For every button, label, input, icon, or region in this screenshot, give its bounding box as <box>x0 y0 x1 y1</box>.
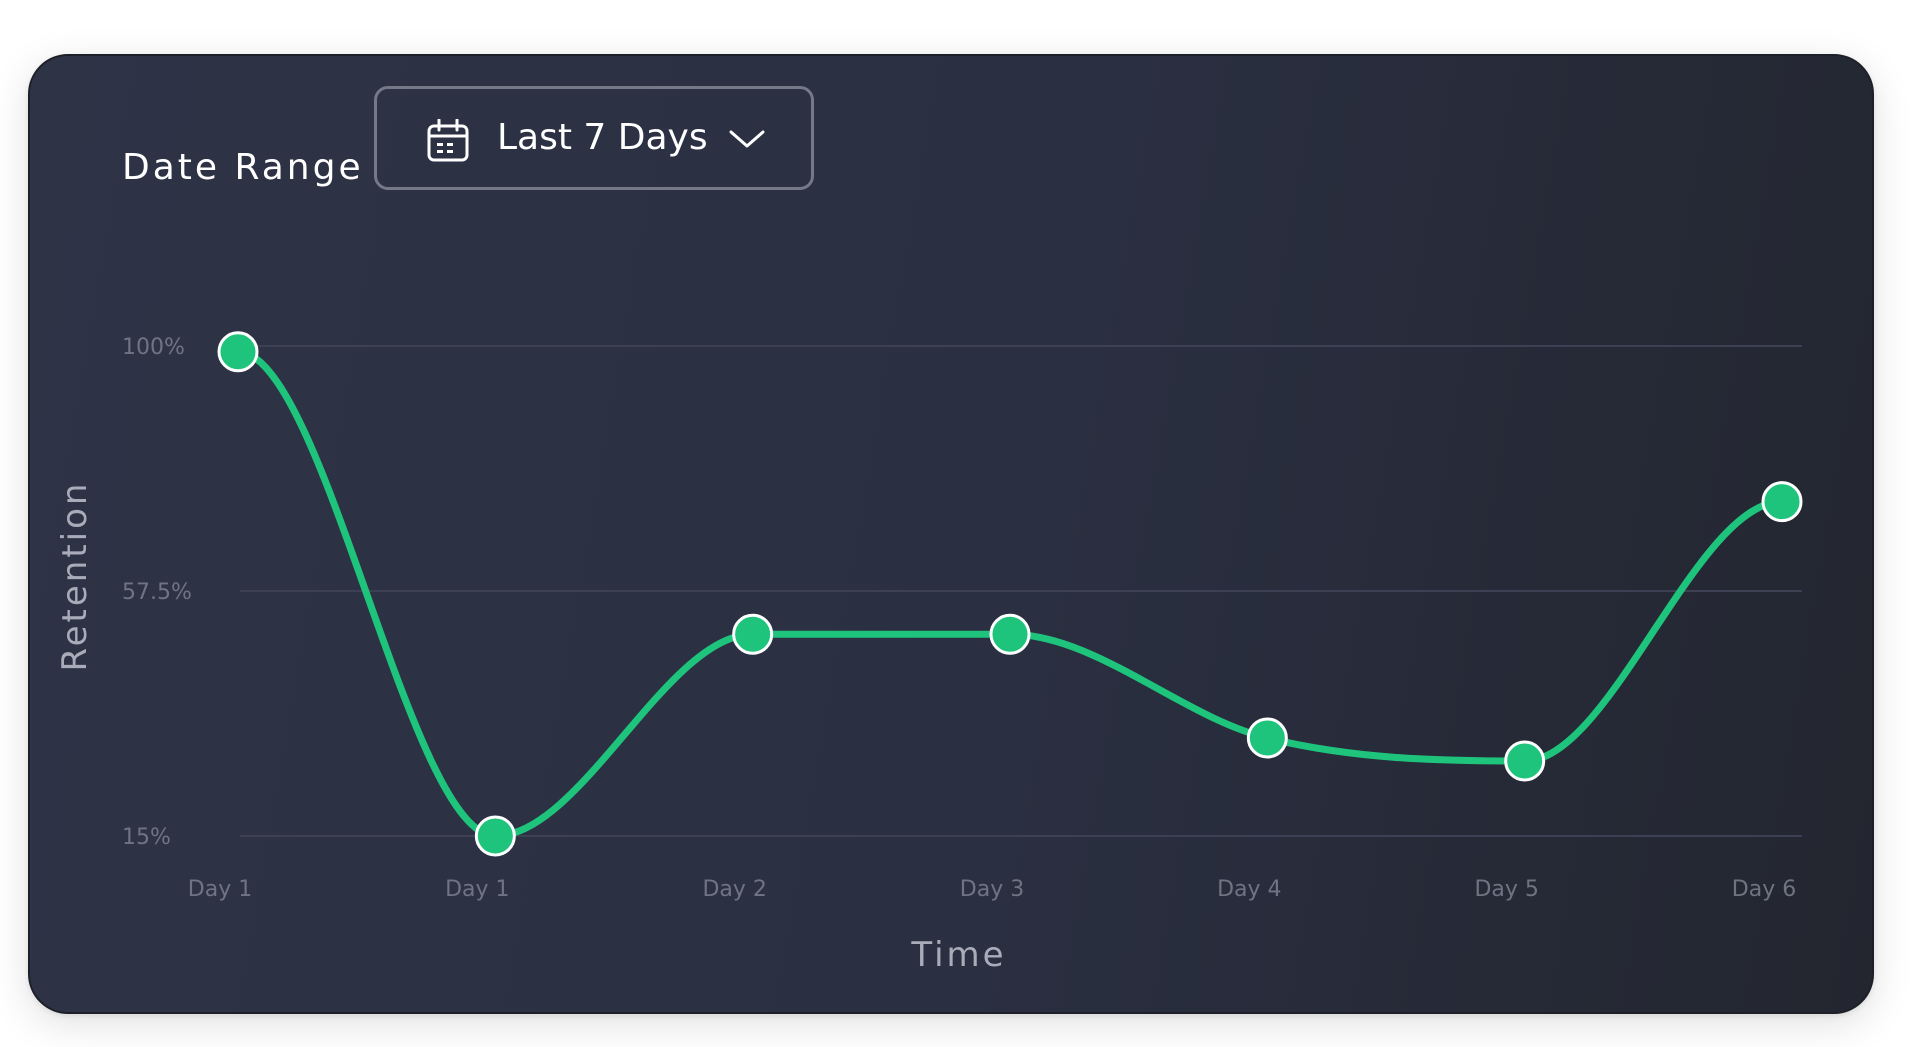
data-point <box>217 331 259 373</box>
retention-line-chart: 100% 57.5% 15% Day 1 Day 1 Day 2 Day 3 Day 4 Day… <box>55 331 1803 975</box>
x-tick-label: Day 6 <box>1732 877 1796 902</box>
x-tick-label: Day 1 <box>445 877 509 902</box>
date-range-select[interactable]: Last 7 Days <box>374 86 814 190</box>
x-tick-label: Day 5 <box>1474 877 1538 902</box>
data-point <box>1504 740 1546 782</box>
y-tick-label: 100% <box>122 335 185 360</box>
y-tick-label: 15% <box>122 825 171 850</box>
date-range-value: Last 7 Days <box>497 117 708 158</box>
x-tick-label: Day 3 <box>960 877 1024 902</box>
x-tick-label: Day 1 <box>188 877 252 902</box>
retention-chart-card: Date Range Last 7 Days 100% 57.5% 15% Day 1… <box>28 54 1874 1014</box>
x-axis-title: Time <box>910 935 1006 975</box>
calendar-icon <box>427 119 469 162</box>
chevron-down-icon <box>729 130 765 148</box>
data-point <box>1246 717 1288 759</box>
data-point <box>732 613 774 655</box>
date-range-label: Date Range <box>122 147 364 188</box>
x-tick-label: Day 4 <box>1217 877 1281 902</box>
data-point <box>989 613 1031 655</box>
y-tick-label: 57.5% <box>122 580 192 605</box>
series-line <box>234 348 1786 840</box>
data-point <box>1761 481 1803 523</box>
data-point <box>474 815 516 857</box>
y-axis-title: Retention <box>55 481 95 672</box>
x-tick-label: Day 2 <box>702 877 766 902</box>
